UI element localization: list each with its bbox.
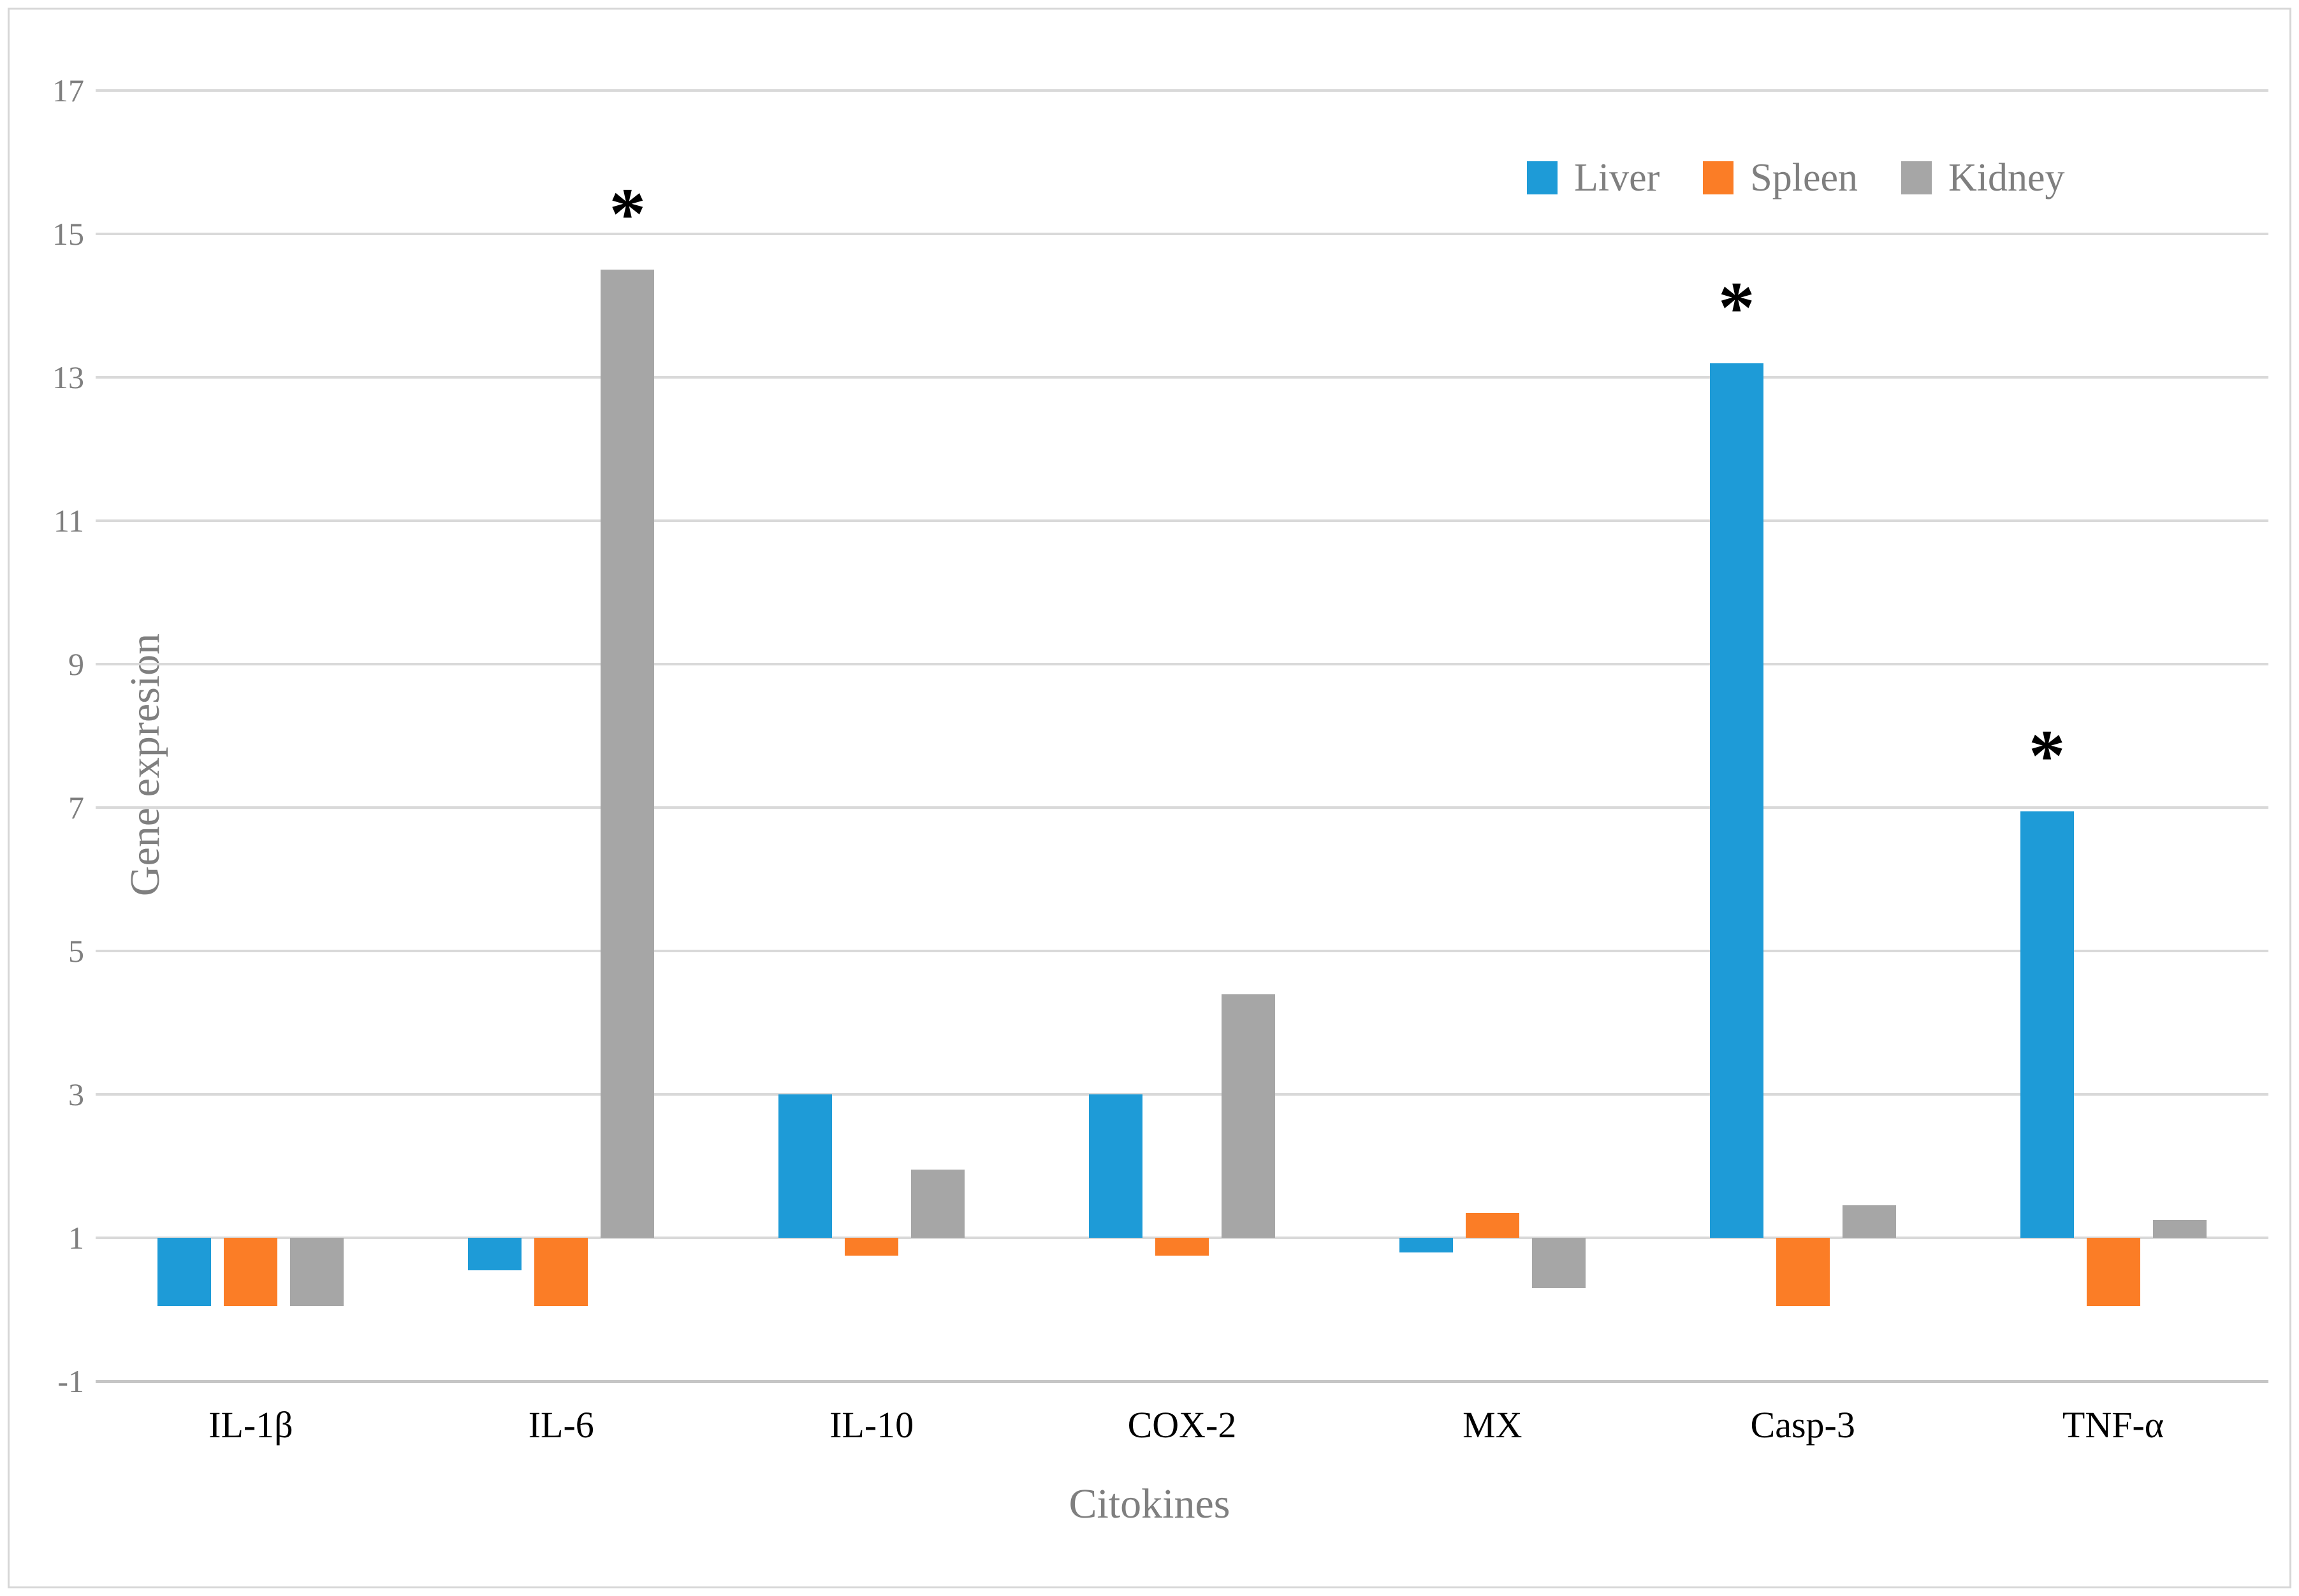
y-tick-label: -1 — [57, 1363, 84, 1399]
category-label-casp-3: Casp-3 — [1750, 1404, 1855, 1446]
figure-border — [8, 8, 2291, 1588]
bar-kidney-tnf — [2152, 1219, 2207, 1238]
gridline — [96, 950, 2268, 952]
legend-swatch-spleen — [1703, 161, 1734, 194]
y-tick-label: 7 — [68, 790, 84, 825]
category-label-il-6: IL-6 — [528, 1404, 594, 1446]
bar-spleen-tnf — [2086, 1238, 2140, 1306]
category-label-il-1: IL-1β — [208, 1404, 293, 1446]
gridline — [96, 89, 2268, 92]
legend-swatch-kidney — [1901, 161, 1932, 194]
legend-item-spleen: Spleen — [1703, 158, 1858, 198]
bar-spleen-cox-2 — [1155, 1238, 1209, 1256]
chart-legend: Liver Spleen Kidney — [1527, 158, 2065, 198]
bar-kidney-mx — [1531, 1238, 1586, 1288]
category-label-cox-2: COX-2 — [1127, 1404, 1237, 1446]
bar-liver-il-1 — [157, 1238, 212, 1306]
y-tick-label: 15 — [52, 216, 84, 252]
y-tick-label: 11 — [53, 503, 84, 539]
y-tick-label: 1 — [68, 1220, 84, 1256]
gridline — [96, 1093, 2268, 1096]
legend-item-liver: Liver — [1527, 158, 1660, 198]
legend-swatch-liver — [1527, 161, 1558, 194]
gridline — [96, 376, 2268, 379]
bar-spleen-il-6 — [534, 1238, 588, 1306]
y-tick-label: 9 — [68, 646, 84, 682]
bar-spleen-mx — [1465, 1212, 1519, 1238]
gridline — [96, 663, 2268, 665]
bar-kidney-casp-3 — [1842, 1205, 1896, 1238]
category-label-tnf: TNF-α — [2062, 1404, 2164, 1446]
bar-spleen-il-10 — [845, 1238, 899, 1256]
gridline — [96, 233, 2268, 235]
bar-liver-il-6 — [468, 1238, 522, 1270]
category-label-il-10: IL-10 — [829, 1404, 914, 1446]
legend-item-kidney: Kidney — [1901, 158, 2065, 198]
bar-spleen-il-1 — [224, 1238, 278, 1306]
bar-kidney-cox-2 — [1222, 994, 1275, 1238]
bar-liver-tnf — [2020, 811, 2074, 1238]
y-tick-label: 3 — [68, 1077, 84, 1112]
gridline — [96, 519, 2268, 522]
y-tick-label: 5 — [68, 933, 84, 969]
gridline — [96, 806, 2268, 809]
significance-asterisk: * — [2028, 715, 2066, 796]
bar-liver-cox-2 — [1089, 1094, 1142, 1238]
x-axis-line — [96, 1380, 2268, 1383]
y-axis-title: Gene expresion — [122, 633, 168, 897]
y-tick-label: 13 — [52, 359, 84, 395]
legend-label-spleen: Spleen — [1750, 156, 1858, 200]
bar-kidney-il-6 — [601, 270, 655, 1238]
bar-kidney-il-10 — [911, 1170, 965, 1238]
significance-asterisk: * — [1718, 266, 1755, 348]
legend-label-liver: Liver — [1574, 156, 1660, 200]
x-axis-title: Citokines — [1069, 1481, 1230, 1527]
bar-spleen-casp-3 — [1776, 1238, 1830, 1306]
y-tick-label: 17 — [52, 73, 84, 108]
bar-liver-casp-3 — [1709, 363, 1763, 1238]
legend-label-kidney: Kidney — [1948, 156, 2065, 200]
bar-liver-il-10 — [778, 1094, 833, 1238]
bar-kidney-il-1 — [290, 1238, 344, 1306]
bar-liver-mx — [1399, 1238, 1453, 1252]
significance-asterisk: * — [609, 173, 646, 255]
category-label-mx: MX — [1463, 1404, 1522, 1446]
